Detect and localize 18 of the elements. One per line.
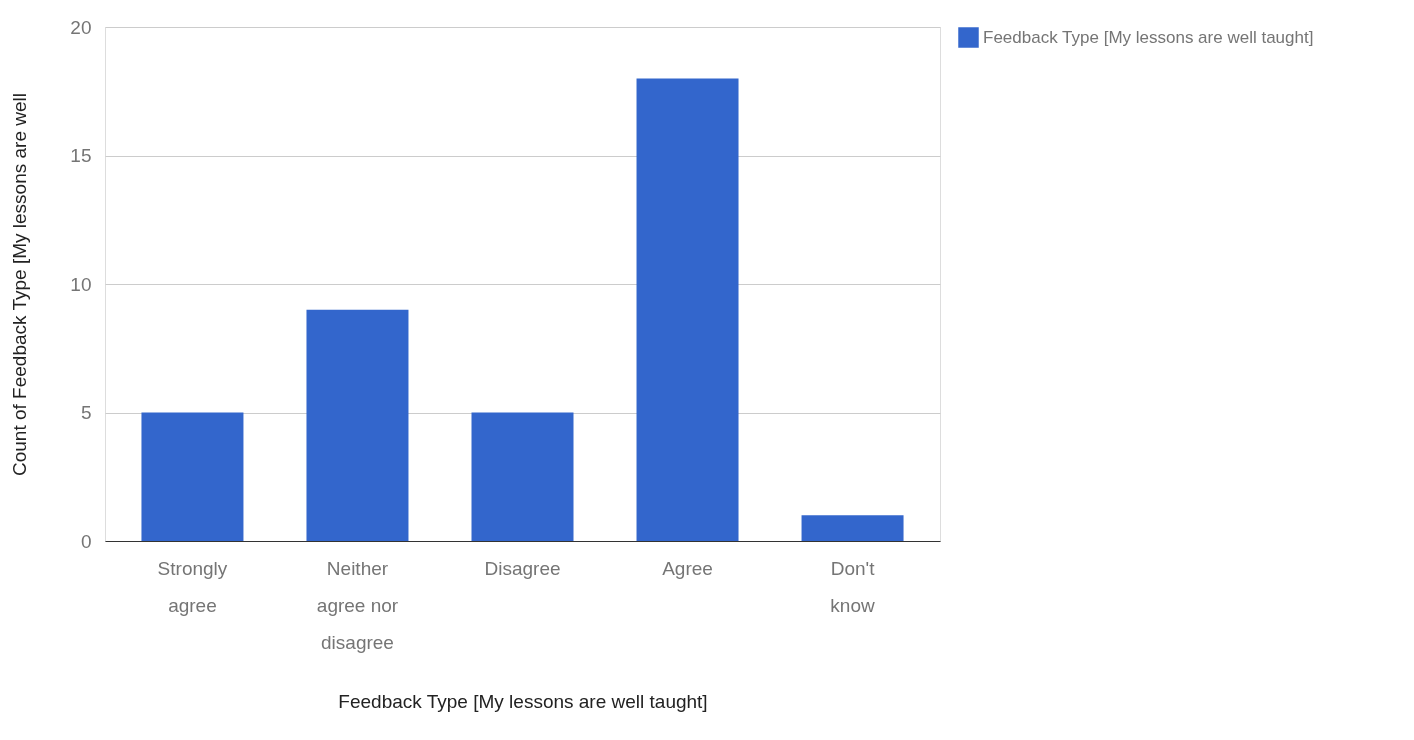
x-tick-label: Neither agree nor disagree: [316, 557, 399, 653]
y-tick-label: 20: [70, 16, 92, 38]
y-axis-title: Count of Feedback Type [My lessons are well: [9, 92, 31, 477]
y-tick-label: 10: [70, 273, 92, 295]
x-axis-title: Feedback Type [My lessons are well taught]: [338, 690, 708, 712]
x-tick-label: Strongly agree: [157, 557, 228, 616]
bar: [471, 412, 574, 541]
x-tick-label: Disagree: [484, 557, 561, 579]
bar: [636, 78, 739, 541]
bar: [306, 309, 409, 541]
y-tick-label: 15: [70, 145, 92, 166]
bar: [141, 412, 244, 541]
y-tick-label: 0: [80, 530, 92, 552]
x-tick-label: Don't know: [830, 557, 876, 616]
legend-label: Feedback Type [My lessons are well taught]: [983, 27, 1314, 47]
bar: [801, 515, 904, 541]
y-tick-label: 5: [80, 402, 92, 423]
x-tick-label: Agree: [662, 557, 713, 579]
